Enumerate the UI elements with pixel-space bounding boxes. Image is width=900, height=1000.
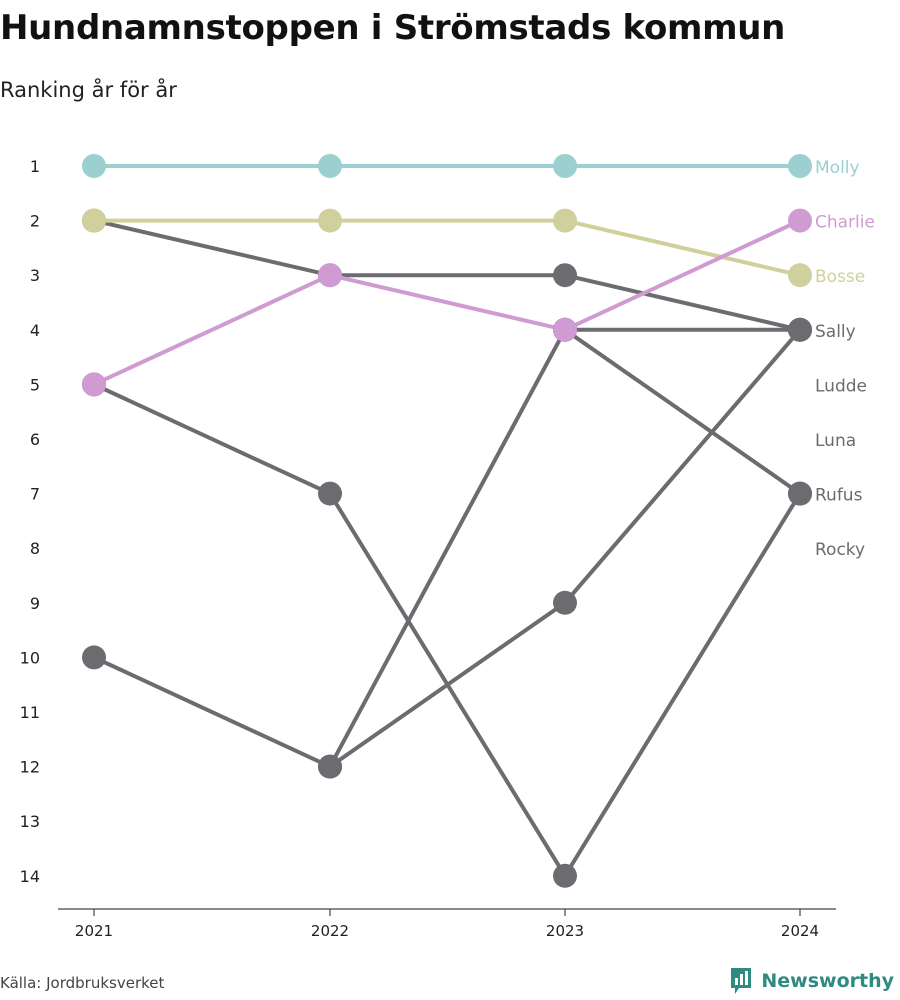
series-point-bosse [82,208,106,233]
series-point-rufus [788,481,812,506]
y-tick-label: 14 [20,867,40,886]
series-point-charlie [553,317,577,342]
end-label-bosse: Bosse [815,267,865,287]
end-label-sally: Sally [815,322,856,342]
series-point-sally [788,317,812,342]
y-tick-label: 6 [30,430,40,449]
series-point-rocky [553,863,577,888]
x-tick-label: 2022 [311,922,349,940]
series-point-bosse [553,208,577,233]
y-tick-label: 10 [20,648,40,667]
y-tick-label: 13 [20,812,40,831]
series-line-charlie [92,218,802,387]
series-line-bosse [92,218,802,278]
series-line-rocky [92,382,802,878]
end-label-ludde: Ludde [815,376,867,396]
chart-subtitle: Ranking år för år [0,78,177,102]
y-tick-label: 8 [30,539,40,558]
series-point-rocky [318,481,342,506]
y-tick-label: 5 [30,375,40,394]
end-label-luna: Luna [815,431,856,451]
y-tick-label: 7 [30,485,40,504]
series-point-luna [82,645,106,670]
series-point-charlie [82,372,106,397]
series-point-bosse [788,263,812,288]
bar-chart-icon [731,968,752,994]
end-label-molly: Molly [815,158,860,178]
series-point-ludde [318,754,342,779]
x-tick-label: 2024 [781,922,819,940]
series-line-ludde [328,327,802,769]
source-note: Källa: Jordbruksverket [0,974,165,992]
series-point-molly [788,154,812,178]
x-tick-label: 2021 [75,922,113,940]
y-tick-label: 2 [30,212,40,231]
brand-logo[interactable]: Newsworthy [729,966,894,996]
series-line-luna [92,327,802,769]
series-point-charlie [788,208,812,233]
series-point-molly [318,154,342,178]
series-line-sally [92,218,802,332]
end-label-rufus: Rufus [815,486,863,506]
series-point-sally [553,263,577,288]
series-point-molly [82,154,106,178]
brand-name: Newsworthy [761,970,894,992]
y-tick-label: 4 [30,321,40,340]
chart-title: Hundnamnstoppen i Strömstads kommun [0,8,786,48]
series-point-luna [553,590,577,615]
series-line-rufus [563,327,802,496]
y-tick-label: 12 [20,758,40,777]
series-point-molly [553,154,577,178]
y-tick-label: 3 [30,266,40,285]
series-point-charlie [318,263,342,288]
y-tick-label: 9 [30,594,40,613]
x-tick-label: 2023 [546,922,584,940]
y-tick-label: 1 [30,157,40,176]
end-label-rocky: Rocky [815,540,865,560]
y-tick-label: 11 [20,703,40,722]
end-label-charlie: Charlie [815,213,875,233]
series-point-bosse [318,208,342,233]
